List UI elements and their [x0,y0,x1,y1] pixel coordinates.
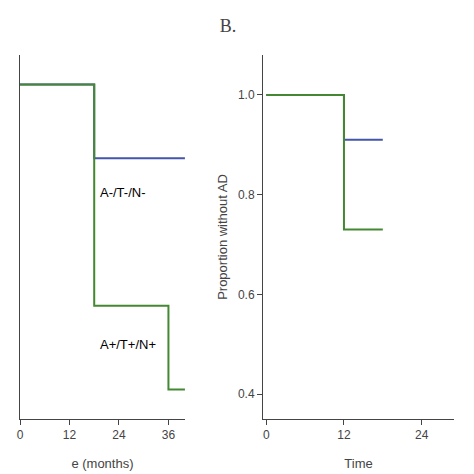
svg-text:B.: B. [220,16,237,36]
svg-text:Proportion without AD: Proportion without AD [215,174,230,300]
svg-text:0.8: 0.8 [238,188,255,202]
svg-text:e (months): e (months) [71,456,133,471]
svg-text:12: 12 [337,428,351,442]
svg-text:0.4: 0.4 [238,387,255,401]
svg-text:0: 0 [263,428,270,442]
svg-text:0: 0 [17,428,24,442]
svg-text:A+/T+/N+: A+/T+/N+ [100,337,156,352]
svg-text:24: 24 [112,428,126,442]
svg-text:36: 36 [162,428,176,442]
svg-text:A-/T-/N-: A-/T-/N- [100,185,146,200]
svg-text:24: 24 [415,428,429,442]
svg-text:Time: Time [344,456,372,471]
svg-text:0.6: 0.6 [238,288,255,302]
svg-text:12: 12 [63,428,77,442]
svg-text:1.0: 1.0 [238,88,255,102]
